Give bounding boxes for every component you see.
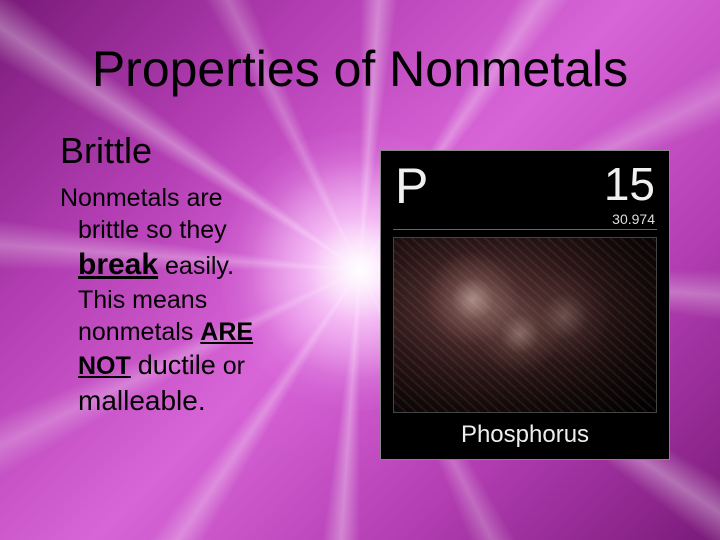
body-line1: Nonmetals are [60, 184, 223, 212]
slide-subtitle: Brittle [60, 130, 152, 172]
slide-content: Properties of Nonmetals Brittle Nonmetal… [0, 0, 720, 540]
element-symbol: P [395, 157, 428, 215]
body-line5-prefix: nonmetals [78, 318, 200, 346]
body-malleable: malleable. [78, 385, 206, 416]
element-image [393, 237, 657, 413]
element-name: Phosphorus [381, 421, 669, 449]
body-not: NOT [78, 352, 131, 380]
body-ductile: ductile [138, 350, 216, 380]
body-ductile-prefix [131, 352, 138, 380]
body-break-suffix: easily. [165, 252, 234, 280]
body-line4: This means [78, 286, 207, 314]
body-line2: brittle so they [78, 216, 227, 244]
slide-title: Properties of Nonmetals [0, 40, 720, 98]
element-atomic-mass: 30.974 [612, 211, 655, 227]
body-are: ARE [200, 318, 253, 346]
body-ductile-suffix: or [216, 352, 245, 380]
element-atomic-number: 15 [604, 157, 655, 211]
slide-body: Nonmetals are brittle so they break easi… [60, 182, 360, 419]
body-break-word: break [78, 248, 158, 281]
element-divider [393, 229, 657, 230]
element-card: P 15 30.974 Phosphorus [380, 150, 670, 460]
